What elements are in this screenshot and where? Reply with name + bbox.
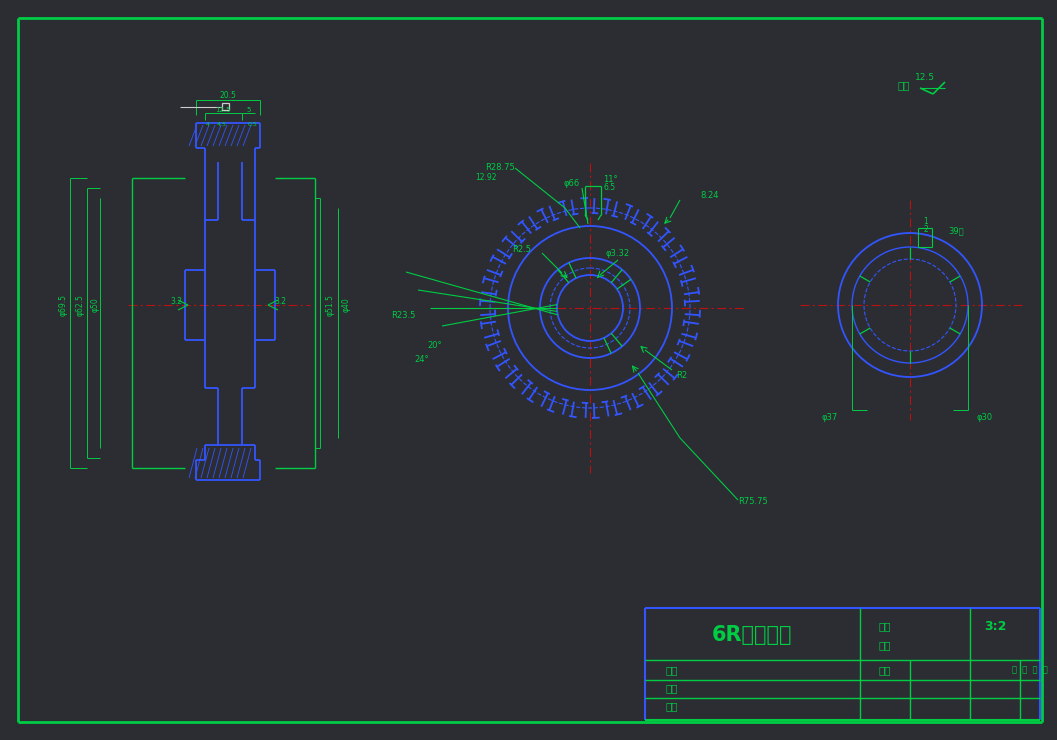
- Text: R23.5: R23.5: [391, 312, 415, 320]
- Text: 11°: 11°: [602, 175, 617, 184]
- Text: 3.2: 3.2: [274, 297, 286, 306]
- Text: 件数: 件数: [878, 640, 891, 650]
- Text: 5: 5: [247, 107, 252, 113]
- Text: φ3.32: φ3.32: [606, 249, 630, 258]
- Text: φ40: φ40: [341, 297, 351, 312]
- Text: R2: R2: [676, 371, 687, 380]
- Text: 比例: 比例: [878, 621, 891, 631]
- Text: R28.75: R28.75: [485, 164, 515, 172]
- Text: 6.5: 6.5: [604, 184, 616, 192]
- Text: R75.75: R75.75: [738, 497, 767, 505]
- Text: φ66: φ66: [563, 178, 580, 187]
- Text: 20.5: 20.5: [220, 92, 237, 101]
- Text: 20°: 20°: [428, 341, 442, 351]
- Text: 重量: 重量: [878, 665, 891, 675]
- Text: 24°: 24°: [414, 355, 429, 365]
- Text: φ50: φ50: [91, 297, 99, 312]
- Text: 3.2: 3.2: [170, 297, 182, 306]
- Text: 其余: 其余: [897, 80, 910, 90]
- Text: φ30: φ30: [977, 412, 994, 422]
- Text: 12.5: 12.5: [216, 107, 230, 113]
- Text: φ62.5: φ62.5: [75, 294, 85, 316]
- Text: 6R档花键毃: 6R档花键毃: [711, 625, 793, 645]
- Text: 3:2: 3:2: [984, 619, 1006, 633]
- Text: 12.92: 12.92: [475, 173, 497, 183]
- Text: φ37: φ37: [822, 412, 838, 422]
- Text: R2.5: R2.5: [513, 246, 532, 255]
- Text: 2: 2: [924, 224, 928, 234]
- Text: 4: 4: [206, 121, 210, 127]
- Text: 共  张  第  张: 共 张 第 张: [1013, 665, 1047, 674]
- Text: 4.5: 4.5: [217, 121, 227, 127]
- Text: 0.5: 0.5: [247, 121, 257, 127]
- Text: 12.5: 12.5: [915, 73, 935, 81]
- Text: 39齿: 39齿: [948, 226, 964, 235]
- Text: 审核: 审核: [665, 701, 678, 711]
- Bar: [222, 103, 229, 110]
- Text: φ51.5: φ51.5: [326, 294, 334, 316]
- Text: 1: 1: [924, 217, 928, 226]
- Text: 8.24: 8.24: [701, 192, 719, 201]
- Text: 描图: 描图: [665, 683, 678, 693]
- Text: 制图: 制图: [665, 665, 678, 675]
- Text: φ69.5: φ69.5: [58, 294, 68, 316]
